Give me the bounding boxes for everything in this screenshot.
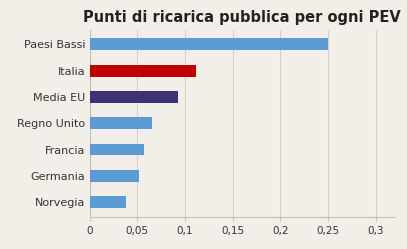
Bar: [90, 117, 151, 129]
Bar: [90, 38, 328, 50]
Bar: [90, 196, 126, 208]
Bar: [90, 65, 196, 76]
Bar: [90, 91, 178, 103]
Bar: [90, 170, 139, 182]
Bar: [90, 144, 144, 155]
Title: Punti di ricarica pubblica per ogni PEV: Punti di ricarica pubblica per ogni PEV: [83, 9, 401, 25]
